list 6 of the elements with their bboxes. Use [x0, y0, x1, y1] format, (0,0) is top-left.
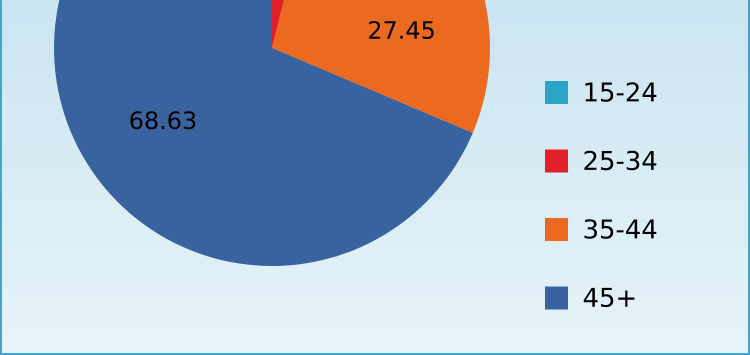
data-label: 27.45	[369, 20, 434, 40]
legend-label: 45+	[584, 288, 634, 308]
data-label: 68.63	[130, 111, 196, 130]
legend-label: 15-24	[585, 82, 656, 102]
legend-label: 35-44	[584, 219, 656, 239]
legend-label: 25-34	[584, 150, 656, 170]
